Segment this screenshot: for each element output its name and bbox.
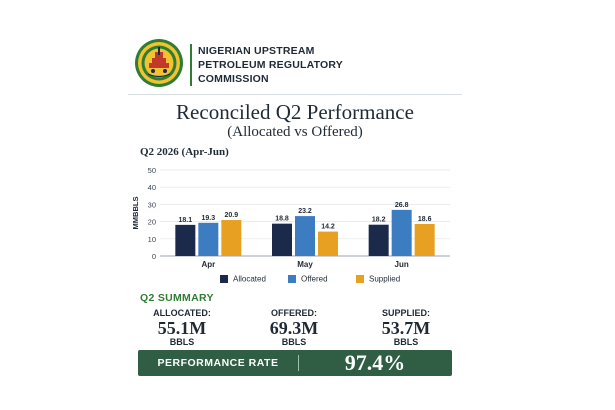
legend-item-offered: Offered [288,274,328,288]
summary-supplied-unit: BBLS [393,337,419,347]
legend-swatch [288,274,296,283]
report-card: NIGERIAN UPSTREAM PETROLEUM REGULATORY C… [128,30,462,382]
y-tick-label: 40 [148,183,156,192]
data-label: 23.2 [298,208,312,215]
bar-allocated-may [272,223,292,256]
summary-allocated-value: 55.1M [157,318,207,338]
data-label: 18.2 [372,217,386,224]
summary-supplied-value: 53.7M [381,318,431,338]
summary-offered-value: 69.3M [269,318,319,338]
x-tick-label: Jun [395,260,409,269]
legend-item-supplied: Supplied [356,274,400,288]
y-tick-label: 20 [148,218,156,227]
data-label: 14.2 [321,224,335,231]
bar-supplied-jun [414,224,435,256]
data-label: 18.1 [179,217,193,224]
bar-chart: 0 10 20 30 40 50 MMBBLS 18.1 19.3 20.9 Apr 18.8 23.2… [131,166,450,269]
y-tick-label: 30 [148,200,156,209]
summary-supplied-label: SUPPLIED: [381,308,430,318]
legend-label: Supplied [369,274,401,284]
summary-offered: OFFERED: 69.3M BBLS [244,308,344,347]
legend-item-allocated: Allocated [220,274,266,288]
bar-offered-jun [391,209,412,256]
summary-supplied: SUPPLIED: 53.7M BBLS [356,308,456,347]
chart-legend: Allocated Offered Supplied [128,274,462,288]
summary-allocated: ALLOCATED: 55.1M BBLS [132,308,232,347]
org-name-line-1: NIGERIAN UPSTREAM [198,45,315,57]
data-label: 18.6 [418,216,432,223]
summary-offered-unit: BBLS [281,337,307,347]
performance-banner: PERFORMANCE RATE 97.4% [138,350,452,376]
summary-allocated-label: ALLOCATED: [153,308,211,318]
data-label: 18.8 [275,216,289,223]
legend-swatch [356,274,364,283]
header-divider [190,44,192,86]
legend-label: Offered [301,274,328,284]
performance-value: 97.4% [344,350,406,375]
x-tick-label: Apr [201,260,215,269]
summary-allocated-unit: BBLS [169,337,195,347]
y-tick-label: 0 [152,252,156,261]
legend-label: Allocated [233,274,266,284]
bar-allocated-jun [368,224,389,256]
header-rule [128,94,462,95]
y-tick-label: 50 [148,166,156,175]
performance-divider [298,355,299,371]
header: NIGERIAN UPSTREAM PETROLEUM REGULATORY C… [134,38,454,96]
y-tick-label: 10 [148,235,156,244]
data-label: 19.3 [202,215,216,222]
org-name-line-2: PETROLEUM REGULATORY [198,59,343,71]
legend-swatch [220,274,228,283]
y-axis-label: MMBBLS [131,197,140,230]
x-tick-label: May [297,260,313,269]
summary-offered-label: OFFERED: [271,308,317,318]
chart-title: Reconciled Q2 Performance [176,100,414,124]
bar-supplied-may [318,231,338,256]
period-label: Q2 2026 (Apr-Jun) [140,146,229,158]
performance-label: PERFORMANCE RATE [157,357,279,369]
bar-supplied-apr [221,220,242,256]
nuprc-seal-icon [135,39,183,87]
org-name: NIGERIAN UPSTREAM PETROLEUM REGULATORY C… [198,44,398,86]
bar-offered-apr [198,222,219,256]
summary-title: Q2 SUMMARY [140,292,214,304]
bar-allocated-apr [175,224,196,256]
data-label: 20.9 [225,212,239,219]
org-name-line-3: COMMISSION [198,73,269,85]
bar-offered-may [295,216,315,256]
chart-subtitle: (Allocated vs Offered) [227,124,363,140]
data-label: 26.8 [395,202,409,209]
